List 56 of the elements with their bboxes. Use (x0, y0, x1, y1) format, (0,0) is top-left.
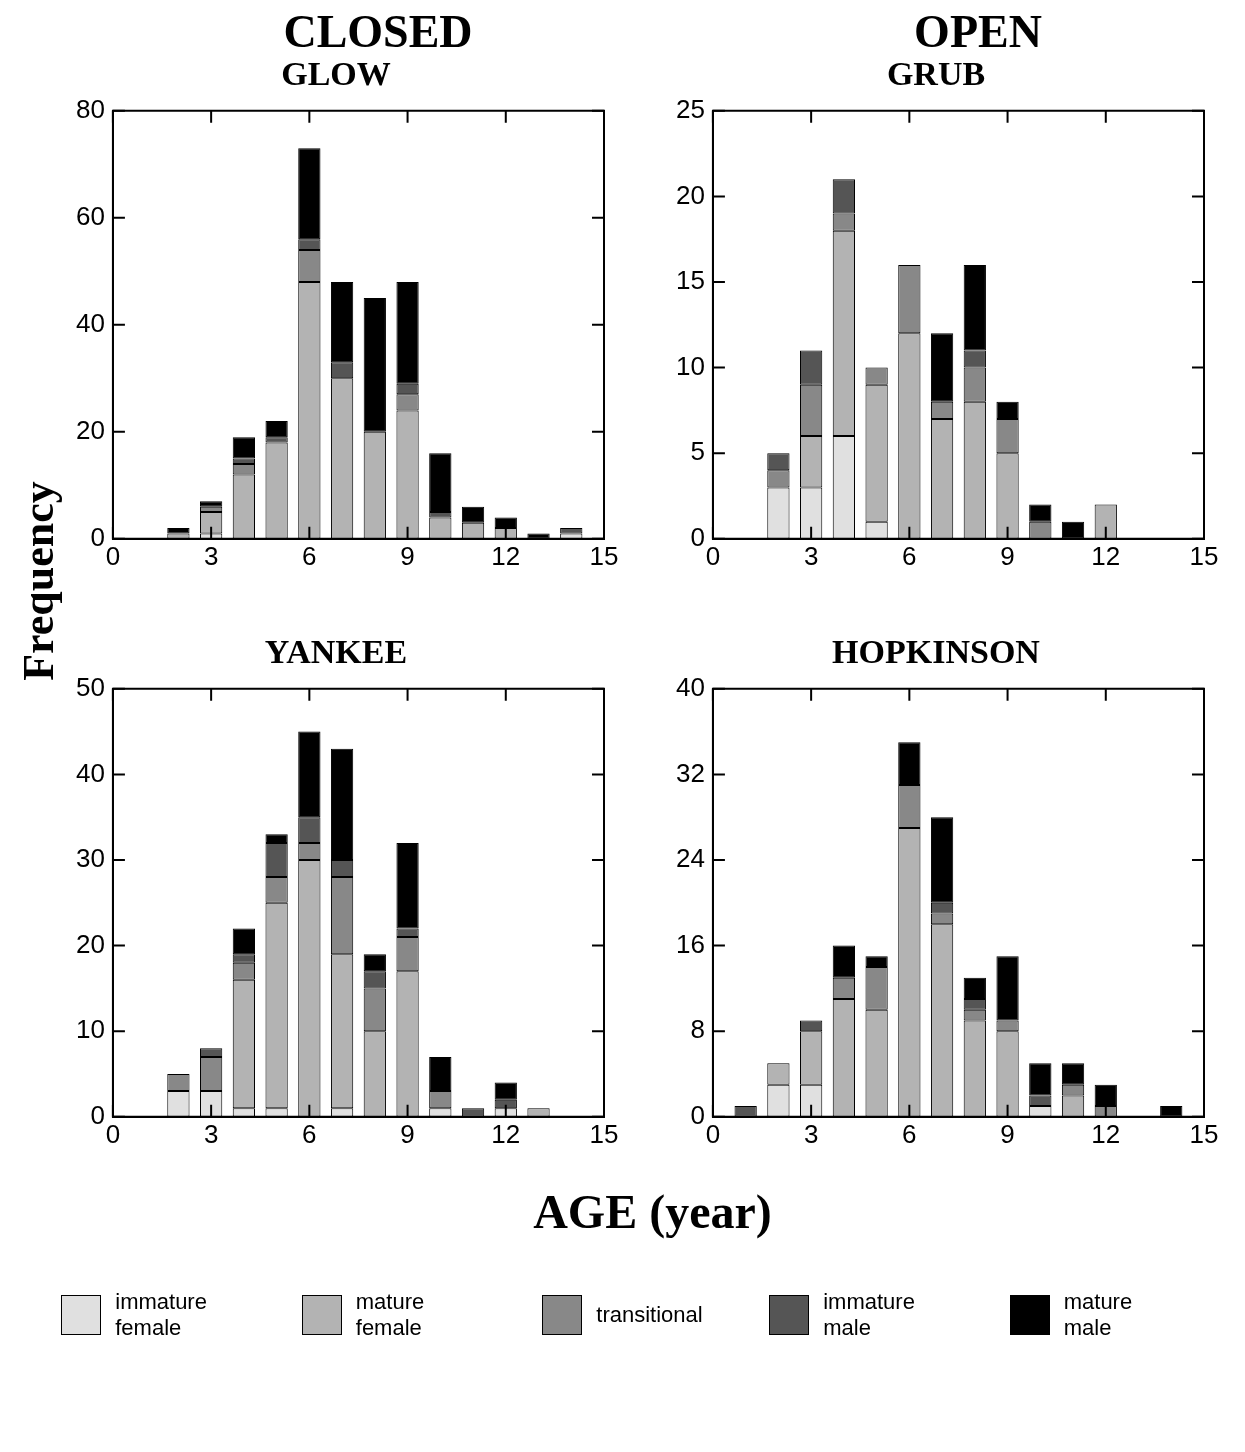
x-tick-label: 12 (491, 540, 521, 571)
y-tick-label: 16 (676, 928, 705, 959)
y-tick-label: 40 (76, 757, 105, 788)
y-tick-label: 0 (690, 1099, 705, 1130)
y-tick-label: 10 (676, 350, 705, 381)
x-tick-label: 12 (1091, 540, 1121, 571)
y-tick-label: 20 (76, 414, 105, 445)
y-tick-label: 0 (90, 521, 105, 552)
y-tick-label: 40 (676, 671, 705, 702)
x-tick-label: 9 (1000, 1118, 1015, 1149)
y-tick-label: 0 (690, 521, 705, 552)
chart-title: HOPKINSON (832, 633, 1041, 671)
y-axis-title: Frequency (12, 481, 64, 681)
x-axis-title: AGE (year) (532, 1184, 773, 1239)
x-tick-label: 3 (203, 1118, 219, 1149)
y-tick-label: 20 (676, 179, 705, 210)
y-tick-label: 30 (76, 843, 105, 874)
y-tick-label: 25 (676, 93, 705, 124)
x-tick-label: 9 (400, 1118, 415, 1149)
y-tick-label: 32 (676, 757, 705, 788)
y-tick-label: 0 (90, 1099, 105, 1130)
y-tick-label: 40 (76, 307, 105, 338)
x-tick-label: 12 (1091, 1118, 1121, 1149)
x-tick-label: 15 (589, 540, 619, 571)
x-tick-label: 9 (1000, 540, 1015, 571)
chart-title: GRUB (886, 55, 986, 93)
x-tick-label: 9 (400, 540, 415, 571)
legend-label: mature female (355, 1289, 426, 1341)
x-tick-label: 15 (1189, 1118, 1219, 1149)
legend-label: mature male (1063, 1289, 1134, 1341)
x-tick-label: 6 (902, 540, 917, 571)
text: CLOSED (283, 6, 473, 57)
chart-title: YANKEE (264, 633, 408, 671)
x-tick-label: 3 (803, 1118, 819, 1149)
legend-label: transitional (596, 1302, 703, 1328)
y-tick-label: 8 (690, 1014, 705, 1045)
text: OPEN (914, 6, 1042, 57)
x-tick-label: 6 (302, 1118, 317, 1149)
y-tick-label: 15 (676, 265, 705, 296)
legend-label: immature female (115, 1289, 208, 1341)
y-tick-label: 24 (676, 843, 705, 874)
y-tick-label: 20 (76, 928, 105, 959)
y-tick-label: 80 (76, 93, 105, 124)
x-tick-label: 12 (491, 1118, 521, 1149)
x-tick-label: 6 (902, 1118, 917, 1149)
x-tick-label: 6 (302, 540, 317, 571)
y-tick-label: 10 (76, 1014, 105, 1045)
x-tick-label: 3 (803, 540, 819, 571)
x-tick-label: 15 (1189, 540, 1219, 571)
legend-label: immature male (823, 1289, 916, 1341)
chart-title: GLOW (281, 55, 391, 93)
x-tick-label: 15 (589, 1118, 619, 1149)
x-tick-label: 3 (203, 540, 219, 571)
y-tick-label: 60 (76, 200, 105, 231)
y-tick-label: 50 (76, 671, 105, 702)
y-tick-label: 5 (690, 436, 705, 467)
